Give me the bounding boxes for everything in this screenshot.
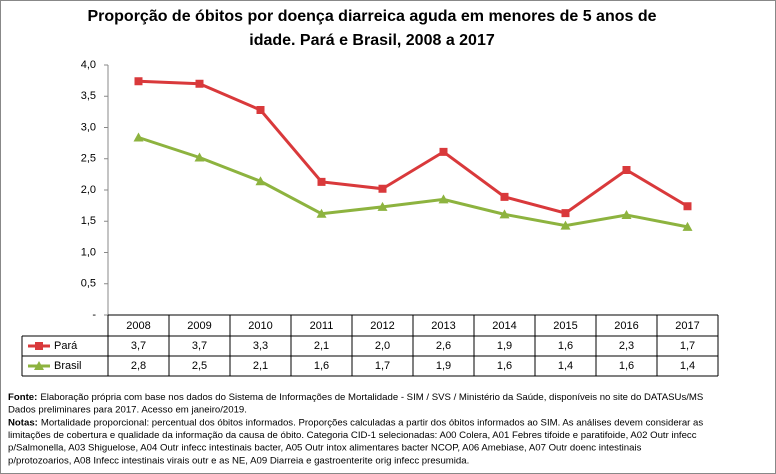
marker: [438, 194, 449, 204]
marker: [500, 192, 509, 201]
y-tick-label: 2,5: [81, 153, 96, 165]
data-label: 2,5: [192, 360, 207, 372]
legend-marker: [34, 361, 44, 370]
line: [138, 136, 688, 229]
marker: [622, 166, 631, 174]
legend-marker: [35, 342, 43, 350]
marker: [378, 184, 387, 193]
marker: [194, 152, 205, 162]
data-label: 2,6: [436, 340, 451, 352]
y-tick-label: 3,5: [81, 90, 96, 102]
data-label: 1,7: [375, 360, 390, 372]
y-tick-label: 3,0: [81, 121, 96, 133]
data-label: 1,9: [436, 360, 451, 372]
source-text: Elaboração própria com base nos dados do…: [40, 392, 703, 403]
marker: [377, 201, 388, 211]
chart-title: Proporção de óbitos por doença diarreica…: [87, 8, 656, 25]
marker: [561, 209, 570, 218]
marker: [683, 202, 692, 211]
marker: [317, 177, 326, 186]
marker: [621, 210, 632, 219]
data-label: 1,6: [314, 360, 329, 372]
marker: [560, 220, 571, 230]
data-label: 3,3: [253, 340, 268, 352]
x-tick-label: 2014: [492, 320, 516, 332]
x-tick-label: 2015: [553, 320, 577, 332]
y-tick-label: 4,0: [81, 59, 96, 71]
data-label: 1,9: [497, 340, 512, 352]
notes-line: p/Salmonella, A03 Shiguelose, A04 Outr i…: [8, 443, 642, 454]
data-label: 3,7: [131, 340, 146, 352]
data-label: 2,8: [131, 360, 146, 372]
x-tick-label: 2012: [370, 320, 394, 332]
legend-label: Pará: [54, 340, 78, 352]
x-tick-label: 2013: [431, 320, 455, 332]
y-tick-label: 1,0: [81, 246, 96, 258]
notes-line: p/protozoarios, A08 Infecc intestinais v…: [8, 456, 469, 467]
x-tick-label: 2016: [614, 320, 638, 332]
data-label: 3,7: [192, 340, 207, 352]
data-label: 1,6: [558, 340, 573, 352]
data-label: 2,0: [375, 340, 390, 352]
notes-text: Mortalidade proporcional: percentual dos…: [41, 417, 704, 428]
marker: [256, 106, 265, 114]
marker: [255, 176, 266, 186]
chart-title: idade. Pará e Brasil, 2008 a 2017: [249, 32, 495, 49]
x-tick-label: 2010: [248, 320, 272, 332]
data-label: 1,4: [558, 360, 573, 372]
line: [138, 79, 689, 215]
data-label: 2,3: [619, 340, 634, 352]
marker: [439, 147, 448, 156]
notes-line: limitações de cobertura e qualidade da i…: [8, 430, 697, 441]
legend-label: Brasil: [54, 360, 82, 372]
x-tick-label: 2009: [187, 320, 211, 332]
y-tick-label: 0,5: [81, 278, 96, 290]
data-label: 1,4: [680, 360, 695, 372]
marker: [134, 77, 143, 86]
x-tick-label: 2011: [310, 320, 334, 332]
data-label: 2,1: [314, 340, 329, 352]
marker: [133, 132, 144, 142]
data-label: 2,1: [253, 360, 268, 372]
marker: [682, 221, 693, 231]
source-line: Fonte: Elaboração própria com base nos da…: [8, 392, 703, 403]
source-label: Fonte:: [8, 392, 37, 403]
notes-line: Notas: Mortalidade proporcional: percentu…: [8, 417, 703, 428]
y-tick-label: -: [92, 309, 96, 321]
x-tick-label: 2008: [126, 320, 150, 332]
y-tick-label: 2,0: [81, 184, 96, 196]
marker: [499, 209, 510, 219]
marker: [195, 79, 204, 88]
source-line: Dados preliminares para 2017. Acesso em …: [8, 404, 247, 415]
y-tick-label: 1,5: [81, 215, 96, 227]
x-tick-label: 2017: [675, 320, 699, 332]
data-label: 1,7: [680, 340, 695, 352]
marker: [316, 208, 327, 218]
data-label: 1,6: [619, 360, 634, 372]
data-label: 1,6: [497, 360, 512, 372]
notes-label: Notas:: [8, 417, 38, 428]
